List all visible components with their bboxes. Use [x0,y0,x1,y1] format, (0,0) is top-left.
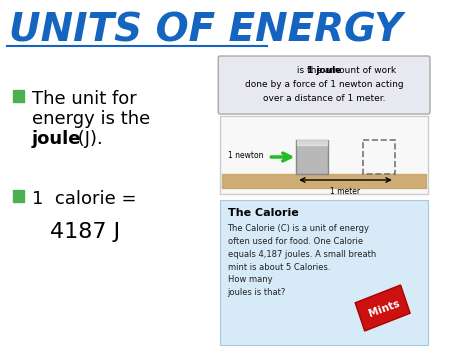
Polygon shape [355,285,410,331]
Bar [363,140,395,174]
Text: Mints: Mints [367,299,401,319]
Bar [13,190,24,202]
Text: 1 newton: 1 newton [228,152,263,160]
Text: joule: joule [32,130,81,148]
Text: is the amount of work: is the amount of work [293,66,396,75]
FancyBboxPatch shape [220,200,428,345]
Text: The Calorie: The Calorie [228,208,298,218]
Text: energy is the: energy is the [32,110,150,128]
Text: 1 meter: 1 meter [330,187,361,196]
Text: The Calorie (C) is a unit of energy
often used for food. One Calorie
equals 4,18: The Calorie (C) is a unit of energy ofte… [228,224,376,297]
Text: 1  calorie =: 1 calorie = [32,190,136,208]
Text: The unit for: The unit for [32,90,137,108]
Text: (J).: (J). [73,130,103,148]
Text: over a distance of 1 meter.: over a distance of 1 meter. [263,94,385,103]
Text: 1 joule: 1 joule [307,66,341,75]
Bar [13,90,24,102]
Text: 4187 J: 4187 J [50,222,120,242]
Text: done by a force of 1 newton acting: done by a force of 1 newton acting [245,80,403,89]
FancyBboxPatch shape [218,56,430,114]
FancyBboxPatch shape [220,116,428,194]
Bar [296,140,328,174]
Text: UNITS OF ENERGY: UNITS OF ENERGY [9,11,402,49]
